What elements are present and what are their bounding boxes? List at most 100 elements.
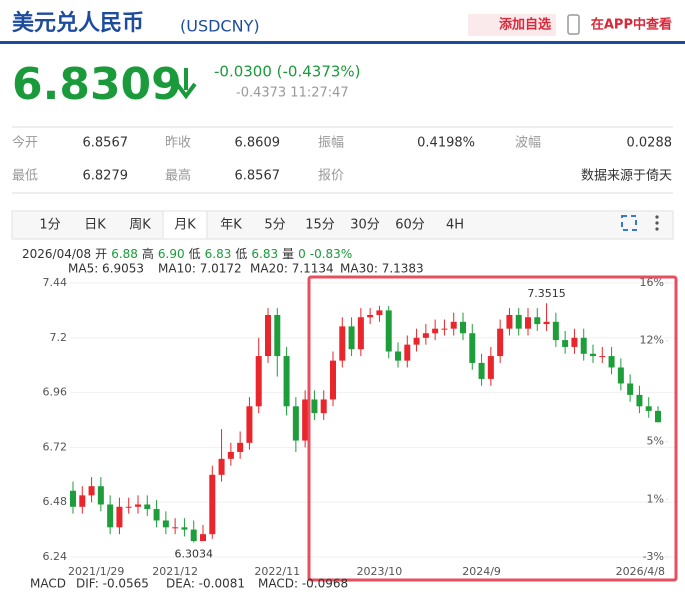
- stat-value: 6.8567: [235, 169, 281, 184]
- candle-body: [209, 474, 216, 535]
- stat-value: 0.4198%: [417, 136, 475, 151]
- candle-body: [153, 509, 160, 521]
- candle-body: [79, 495, 86, 507]
- candle-body: [506, 314, 513, 329]
- highlight-box: [307, 275, 678, 582]
- macd-label: DEA: -0.0081: [166, 577, 245, 591]
- add-button-bg[interactable]: [468, 14, 556, 36]
- tab[interactable]: 年K: [220, 218, 242, 233]
- x-tick-label: 2023/10: [357, 565, 403, 578]
- candle-body: [367, 314, 374, 318]
- x-tick-label: 2022/11: [254, 565, 300, 578]
- fullscreen-icon[interactable]: [621, 215, 637, 231]
- y2-tick-label: 16%: [640, 276, 664, 289]
- info-value: 6.88: [111, 247, 138, 261]
- candle-body: [422, 333, 429, 338]
- tab[interactable]: 30分: [350, 218, 380, 233]
- down-arrow: [175, 68, 197, 100]
- candle-body: [404, 344, 411, 361]
- info-line: 2026/04/08 开 6.88 高 6.90 低 6.83 低 6.83 量 0 -0.83%: [22, 246, 352, 261]
- tab[interactable]: 1分: [39, 218, 60, 233]
- stat-value: 6.8279: [83, 169, 129, 184]
- y-tick-label: 7.2: [50, 331, 68, 344]
- candle-body: [265, 314, 271, 357]
- candle-body: [376, 310, 383, 315]
- info-value: 6.83: [205, 247, 232, 261]
- info-value: 6.90: [158, 247, 185, 261]
- y-tick-label: 6.48: [43, 495, 68, 508]
- stat-value: 数据来源于倚天: [581, 169, 672, 184]
- tab[interactable]: 周K: [129, 218, 151, 233]
- stat-label: 报价: [318, 169, 344, 184]
- info-change: -0.83%: [310, 247, 352, 261]
- candle-body: [450, 321, 457, 329]
- candle-body: [571, 337, 578, 347]
- ma-label: MA10: 7.0172: [158, 262, 242, 276]
- info-label: 低: [235, 247, 247, 261]
- candle-body: [599, 356, 606, 358]
- tab[interactable]: 4H: [446, 218, 464, 233]
- candle-body: [144, 504, 151, 510]
- stat-label: 振幅: [318, 136, 344, 151]
- phone-icon: [567, 14, 580, 35]
- price: 6.8309: [12, 59, 182, 110]
- candle-body: [292, 406, 299, 441]
- candle-body: [116, 506, 123, 528]
- candle-body: [395, 351, 401, 361]
- candle-body: [107, 504, 114, 528]
- candle-body: [543, 321, 550, 325]
- candle-body: [330, 360, 336, 400]
- info-label: 开: [95, 247, 107, 261]
- max-annotation: 7.3515: [527, 287, 566, 300]
- tab[interactable]: 5分: [264, 218, 285, 233]
- candle-body: [348, 326, 355, 350]
- candle-body: [162, 520, 169, 528]
- stat-value: 6.8567: [83, 136, 129, 151]
- candle-body: [515, 314, 522, 329]
- candle-body: [320, 399, 327, 414]
- candle-body: [432, 328, 439, 334]
- menu-icon[interactable]: [655, 215, 659, 231]
- candle-body: [413, 337, 420, 345]
- tab[interactable]: 日K: [84, 218, 106, 233]
- ma-label: MA30: 7.1383: [340, 262, 424, 276]
- macd-label: MACD: -0.0968: [258, 577, 348, 591]
- stat-label: 今开: [12, 135, 38, 151]
- candle-body: [385, 310, 392, 352]
- info-date: 2026/04/08: [22, 247, 91, 261]
- macd-label: DIF: -0.0565: [76, 577, 149, 591]
- tab[interactable]: 月K: [174, 218, 196, 233]
- add-button[interactable]: 添加自选: [499, 17, 551, 33]
- tab-active-bg[interactable]: [162, 210, 208, 240]
- stat-label: 最低: [12, 169, 38, 184]
- header-rule: [0, 41, 685, 44]
- stats: 今开 6.8567 昨收 6.8609 振幅 0.4198% 波幅 0.0288 最低 6.827…: [12, 135, 672, 184]
- candle-body: [246, 406, 253, 443]
- stat-value: 0.0288: [627, 136, 673, 151]
- candle-body: [645, 406, 652, 411]
- stat-label: 最高: [165, 168, 191, 184]
- candle-body: [255, 356, 262, 407]
- candle-body: [357, 317, 364, 350]
- candle-body: [636, 394, 643, 407]
- y2-tick-label: 12%: [640, 334, 664, 347]
- ma-label: MA20: 7.1134: [250, 262, 334, 276]
- info-label: 高: [142, 246, 154, 261]
- app-button[interactable]: 在APP中查看: [591, 17, 672, 33]
- candle-body: [135, 504, 141, 507]
- candle-body: [655, 410, 661, 423]
- candle-body: [580, 337, 587, 354]
- candle-body: [608, 356, 615, 368]
- candle-body: [97, 486, 104, 505]
- y-tick-label: 6.24: [43, 550, 68, 563]
- tab[interactable]: 60分: [395, 218, 425, 233]
- change: -0.0300 (-0.4373%): [214, 63, 361, 81]
- candle-body: [88, 486, 95, 496]
- candle-body: [562, 340, 569, 347]
- tab[interactable]: 15分: [305, 218, 335, 233]
- x-tick-label: 2021/12: [152, 565, 198, 578]
- candle-body: [227, 451, 234, 459]
- info-label: 量: [282, 247, 294, 261]
- candle-body: [125, 506, 132, 508]
- candle-body: [617, 367, 624, 384]
